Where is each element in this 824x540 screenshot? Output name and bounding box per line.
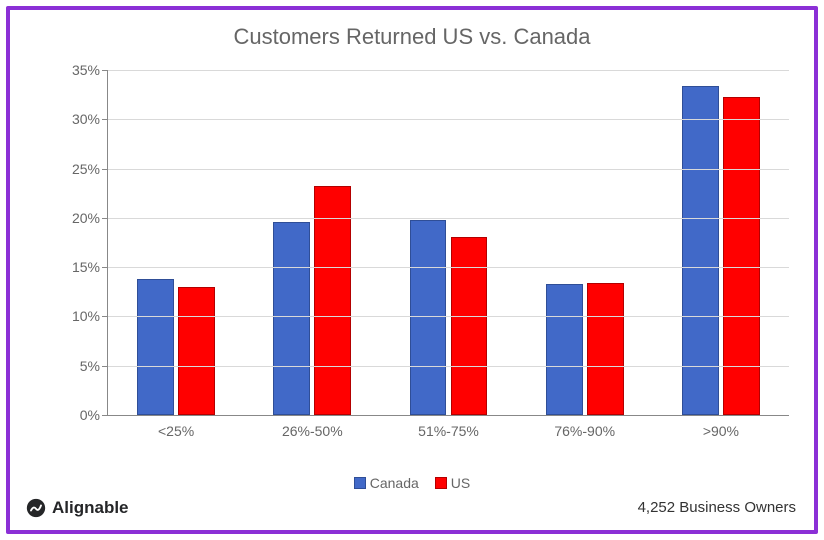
grid-line (108, 218, 789, 219)
brand-footer: Alignable (26, 498, 129, 518)
bar-canada (273, 222, 310, 415)
grid-line (108, 70, 789, 71)
legend-swatch (435, 477, 447, 489)
y-tick-label: 30% (72, 111, 108, 127)
bar-groups: <25%26%-50%51%-75%76%-90%>90% (108, 70, 789, 415)
x-tick-label: <25% (108, 415, 244, 439)
y-tick-label: 35% (72, 62, 108, 78)
bar-group: <25% (108, 70, 244, 415)
brand-name: Alignable (52, 498, 129, 518)
grid-line (108, 169, 789, 170)
x-tick-label: >90% (653, 415, 789, 439)
alignable-logo-icon (26, 498, 46, 518)
legend-swatch (354, 477, 366, 489)
y-tick-label: 25% (72, 161, 108, 177)
y-tick-label: 20% (72, 210, 108, 226)
chart-title: Customers Returned US vs. Canada (10, 24, 814, 50)
x-tick-label: 76%-90% (517, 415, 653, 439)
outer-container: Customers Returned US vs. Canada <25%26%… (0, 0, 824, 540)
grid-line (108, 316, 789, 317)
bar-canada (410, 220, 447, 415)
grid-line (108, 119, 789, 120)
bar-group: 76%-90% (517, 70, 653, 415)
x-tick-label: 26%-50% (244, 415, 380, 439)
chart-frame: Customers Returned US vs. Canada <25%26%… (6, 6, 818, 534)
x-tick-label: 51%-75% (380, 415, 516, 439)
y-tick-label: 10% (72, 308, 108, 324)
legend-label: Canada (370, 475, 419, 491)
bar-group: 51%-75% (380, 70, 516, 415)
plot-wrapper: <25%26%-50%51%-75%76%-90%>90% 0% 5% 10% 15%… (65, 70, 789, 440)
legend-item: Canada (354, 475, 419, 491)
legend: Canada US (10, 475, 814, 492)
bar-us (723, 97, 760, 415)
bar-us (314, 186, 351, 415)
bar-us (178, 287, 215, 415)
y-tick-label: 15% (72, 259, 108, 275)
grid-line (108, 267, 789, 268)
bar-us (451, 237, 488, 415)
bar-canada (137, 279, 174, 415)
footer-note: 4,252 Business Owners (638, 499, 796, 516)
bar-canada (546, 284, 583, 415)
y-tick-label: 5% (80, 358, 108, 374)
bar-us (587, 283, 624, 415)
grid-line (108, 366, 789, 367)
legend-label: US (451, 475, 470, 491)
bar-group: >90% (653, 70, 789, 415)
y-tick-label: 0% (80, 407, 108, 423)
plot-area: <25%26%-50%51%-75%76%-90%>90% 0%5%10%15%… (107, 70, 789, 416)
legend-item: US (435, 475, 470, 491)
bar-group: 26%-50% (244, 70, 380, 415)
